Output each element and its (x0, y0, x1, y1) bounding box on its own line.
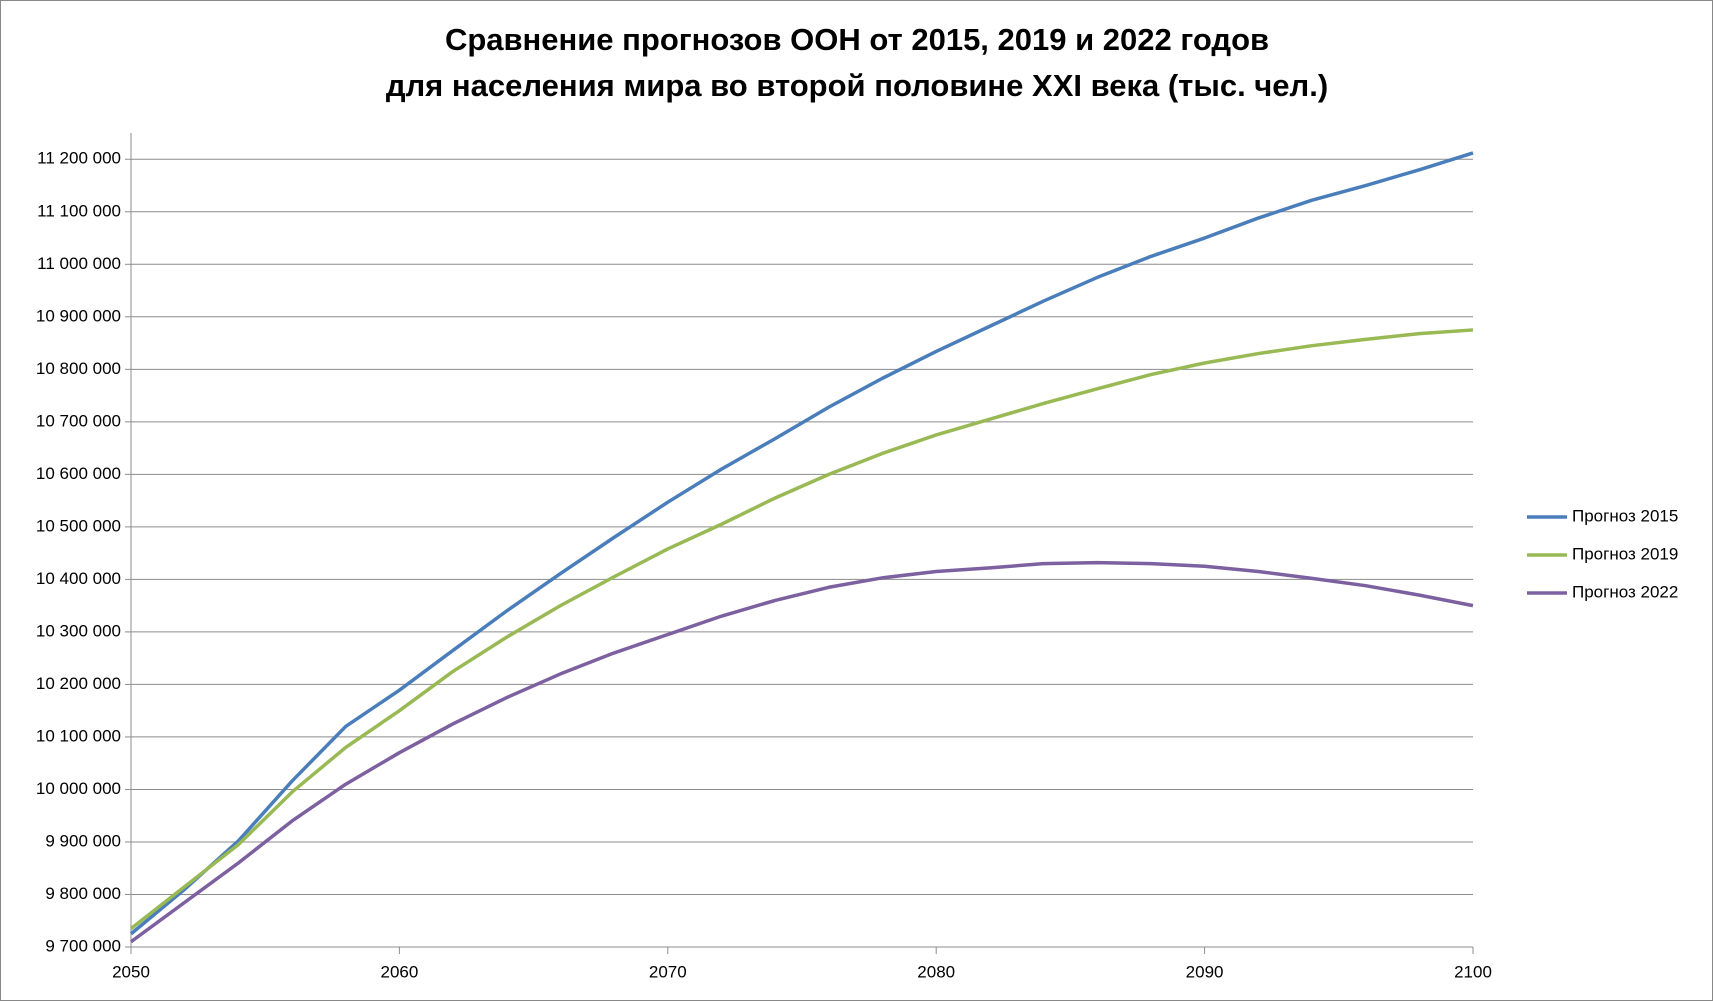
y-tick-label: 10 400 000 (36, 569, 121, 588)
y-tick-label: 10 800 000 (36, 359, 121, 378)
y-tick-label: 10 200 000 (36, 674, 121, 693)
y-tick-label: 9 900 000 (45, 831, 121, 850)
x-tick-label: 2050 (112, 962, 150, 981)
x-tick-label: 2100 (1454, 962, 1492, 981)
x-tick-label: 2090 (1186, 962, 1224, 981)
chart-title: для населения мира во второй половине XX… (386, 68, 1328, 103)
x-tick-label: 2070 (649, 962, 687, 981)
y-tick-label: 11 100 000 (37, 201, 121, 220)
y-tick-label: 10 000 000 (36, 779, 121, 798)
legend-label: Прогноз 2019 (1572, 544, 1678, 563)
series-line (129, 151, 1474, 936)
y-tick-label: 11 200 000 (37, 149, 121, 168)
y-tick-label: 10 700 000 (36, 411, 121, 430)
x-tick-label: 2080 (917, 962, 955, 981)
legend-label: Прогноз 2022 (1572, 582, 1678, 601)
y-tick-label: 10 600 000 (36, 464, 121, 483)
y-tick-label: 10 300 000 (36, 621, 121, 640)
y-tick-label: 10 900 000 (36, 306, 121, 325)
chart-title: Сравнение прогнозов ООН от 2015, 2019 и … (445, 22, 1269, 57)
x-tick-label: 2060 (380, 962, 418, 981)
y-tick-label: 9 800 000 (45, 884, 121, 903)
y-tick-label: 10 100 000 (36, 726, 121, 745)
series-line (129, 328, 1474, 930)
legend-label: Прогноз 2015 (1572, 506, 1678, 525)
y-tick-label: 10 500 000 (36, 516, 121, 535)
y-tick-label: 11 000 000 (37, 254, 121, 273)
y-tick-label: 9 700 000 (45, 936, 121, 955)
series-line (129, 560, 1474, 944)
